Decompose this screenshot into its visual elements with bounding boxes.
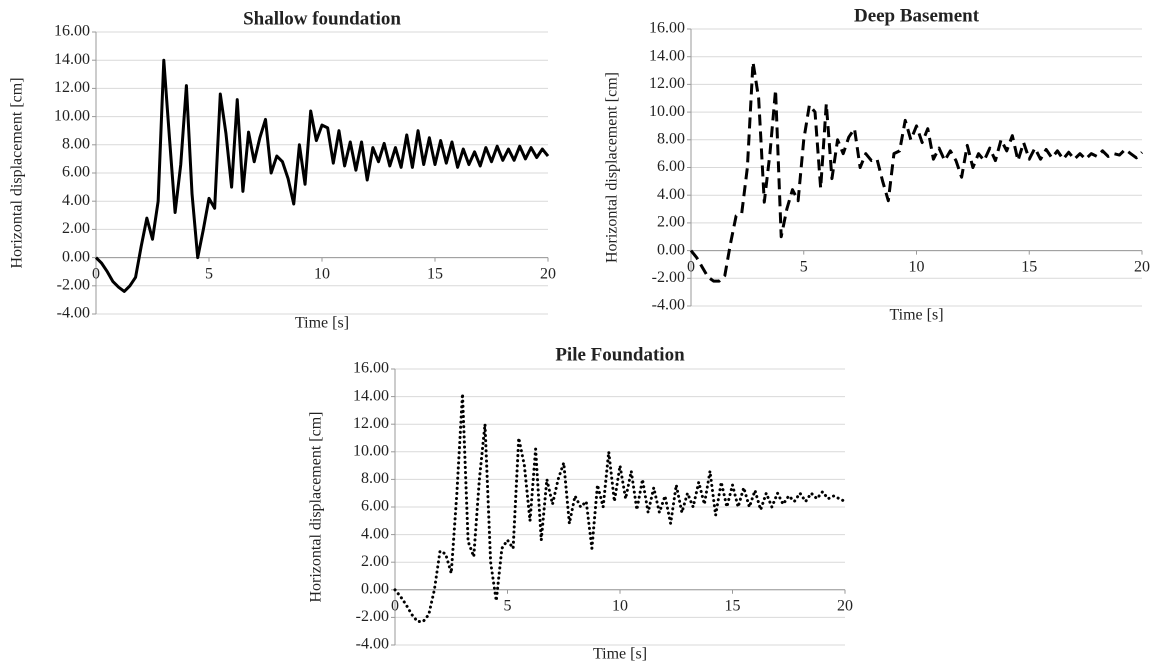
x-tick-label: 15 bbox=[427, 265, 443, 282]
y-tick-label: 6.00 bbox=[657, 158, 685, 175]
x-tick-label: 10 bbox=[314, 265, 330, 282]
x-tick-label: 5 bbox=[504, 597, 512, 614]
x-tick-label: 20 bbox=[540, 265, 556, 282]
x-tick-label: 20 bbox=[1134, 258, 1150, 275]
y-tick-label: 2.00 bbox=[62, 220, 90, 237]
y-axis-label: Horizontal displacement [cm] bbox=[604, 72, 621, 263]
y-tick-label: 12.00 bbox=[54, 79, 90, 96]
y-tick-label: 2.00 bbox=[657, 214, 685, 231]
chart-panel: Shallow foundation -4.00 -2.00 0.00 2.00 4.00… bbox=[9, 8, 556, 331]
y-tick-label: 16.00 bbox=[353, 360, 389, 377]
x-tick-label: 0 bbox=[391, 597, 399, 614]
y-tick-label: 12.00 bbox=[353, 415, 389, 432]
y-tick-label: 8.00 bbox=[657, 130, 685, 147]
y-tick-label: 10.00 bbox=[353, 442, 389, 459]
y-tick-label: 12.00 bbox=[649, 75, 685, 92]
y-tick-label: 6.00 bbox=[62, 164, 90, 181]
y-tick-label: 8.00 bbox=[361, 470, 389, 487]
y-tick-label: 10.00 bbox=[649, 103, 685, 120]
x-tick-label: 5 bbox=[205, 265, 213, 282]
x-axis-label: Time [s] bbox=[295, 315, 349, 332]
y-tick-label: 0.00 bbox=[361, 580, 389, 597]
x-axis-label: Time [s] bbox=[593, 646, 647, 663]
y-tick-label: 0.00 bbox=[62, 248, 90, 265]
chart-title: Pile Foundation bbox=[555, 344, 685, 365]
data-line bbox=[689, 60, 1144, 283]
chart-title: Deep Basement bbox=[854, 5, 980, 26]
chart-panel: Deep Basement -4.00 -2.00 0.00 2.00 4.00 6.00 8… bbox=[604, 5, 1150, 323]
y-tick-label: 4.00 bbox=[361, 525, 389, 542]
x-tick-label: 0 bbox=[92, 265, 100, 282]
x-tick-label: 20 bbox=[837, 597, 853, 614]
y-tick-label: -2.00 bbox=[652, 269, 685, 286]
chart-title: Shallow foundation bbox=[243, 8, 401, 29]
y-tick-label: 14.00 bbox=[353, 387, 389, 404]
y-tick-label: 4.00 bbox=[62, 192, 90, 209]
y-tick-label: -4.00 bbox=[652, 297, 685, 314]
y-tick-label: -4.00 bbox=[57, 305, 90, 322]
chart-panel: Pile Foundation -4.00 -2.00 0.00 2.00 4.00 6.0… bbox=[308, 344, 853, 662]
y-tick-label: -4.00 bbox=[356, 636, 389, 653]
x-tick-label: 5 bbox=[800, 258, 808, 275]
x-tick-label: 15 bbox=[725, 597, 741, 614]
data-line bbox=[393, 392, 847, 624]
y-tick-label: 6.00 bbox=[361, 498, 389, 515]
y-axis-label: Horizontal displacement [cm] bbox=[308, 411, 325, 602]
y-tick-label: 8.00 bbox=[62, 135, 90, 152]
y-tick-label: -2.00 bbox=[356, 608, 389, 625]
x-tick-label: 10 bbox=[612, 597, 628, 614]
x-tick-label: 0 bbox=[687, 258, 695, 275]
y-tick-label: 16.00 bbox=[54, 23, 90, 40]
data-line bbox=[94, 58, 550, 293]
y-tick-label: -2.00 bbox=[57, 276, 90, 293]
x-tick-label: 10 bbox=[909, 258, 925, 275]
y-tick-label: 2.00 bbox=[361, 553, 389, 570]
y-tick-label: 10.00 bbox=[54, 107, 90, 124]
y-tick-label: 0.00 bbox=[657, 241, 685, 258]
x-axis-label: Time [s] bbox=[889, 307, 943, 324]
y-tick-label: 16.00 bbox=[649, 20, 685, 37]
x-tick-label: 15 bbox=[1021, 258, 1037, 275]
y-tick-label: 14.00 bbox=[649, 47, 685, 64]
y-tick-label: 4.00 bbox=[657, 186, 685, 203]
y-axis-label: Horizontal displacement [cm] bbox=[9, 77, 26, 268]
y-tick-label: 14.00 bbox=[54, 51, 90, 68]
